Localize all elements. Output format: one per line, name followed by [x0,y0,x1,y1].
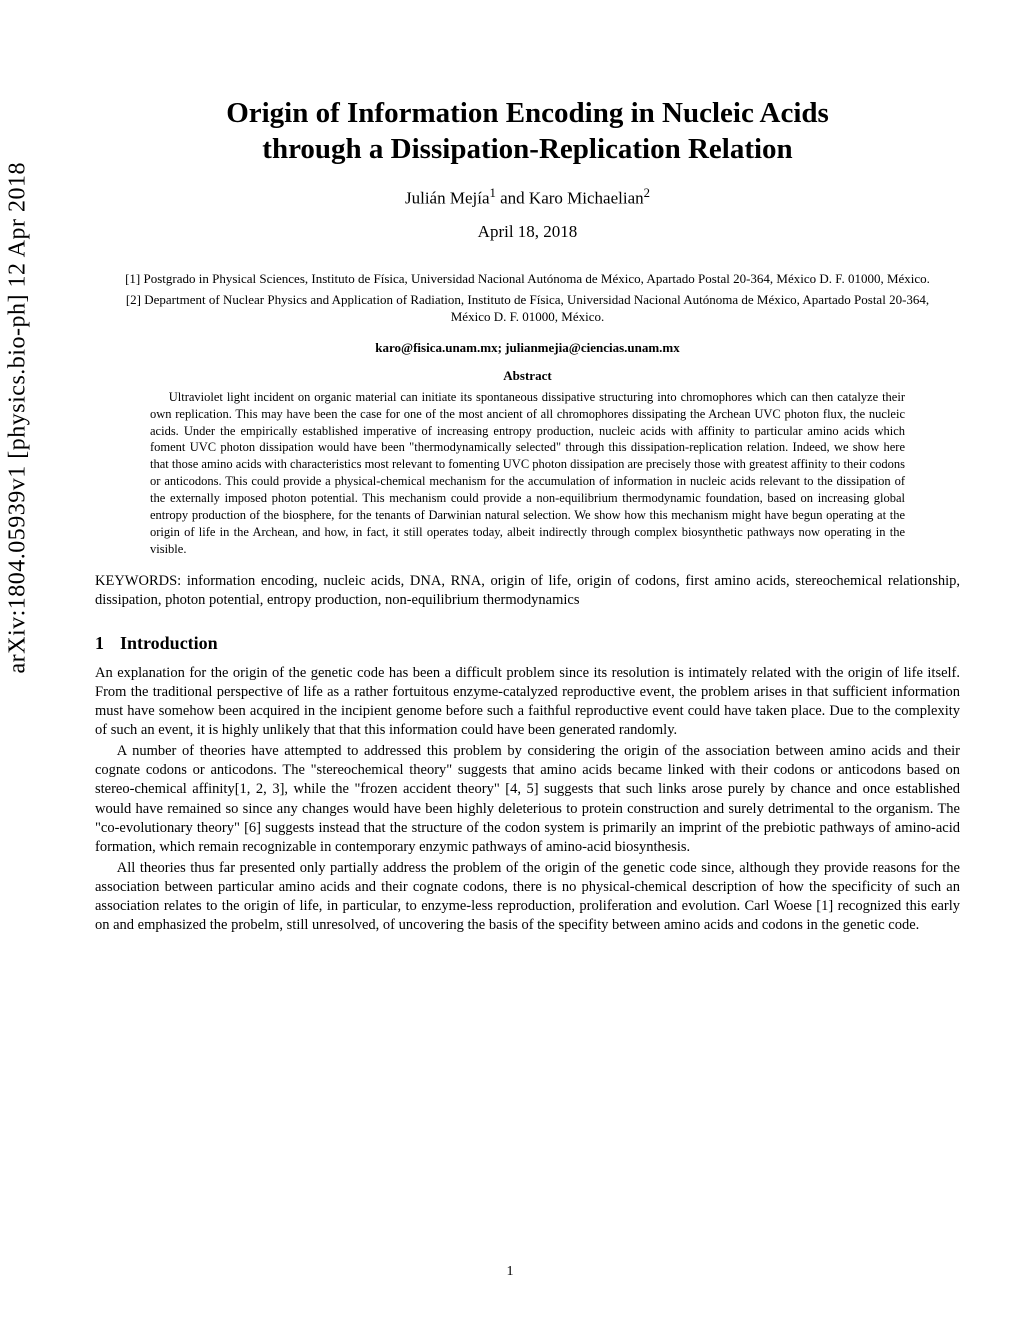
section-1-number: 1 [95,633,104,654]
title-line2: through a Dissipation-Replication Relati… [262,133,792,165]
emails: karo@fisica.unam.mx; julianmejia@ciencia… [95,340,960,356]
author-1: Julián Mejía [405,188,490,207]
paper-title: Origin of Information Encoding in Nuclei… [95,95,960,168]
paragraph-3: All theories thus far presented only par… [95,859,960,936]
page-number: 1 [0,1264,1020,1280]
author-and: and [496,188,529,207]
abstract-text: Ultraviolet light incident on organic ma… [150,389,905,558]
keywords: KEYWORDS: information encoding, nucleic … [95,572,960,611]
paper-date: April 18, 2018 [95,222,960,242]
page-content: Origin of Information Encoding in Nuclei… [95,0,960,935]
authors: Julián Mejía1 and Karo Michaelian2 [95,186,960,209]
affiliation-2: [2] Department of Nuclear Physics and Ap… [115,291,940,326]
arxiv-stamp: arXiv:1804.05939v1 [physics.bio-ph] 12 A… [5,162,32,673]
paragraph-2: A number of theories have attempted to a… [95,742,960,857]
title-line1: Origin of Information Encoding in Nuclei… [226,97,829,129]
author-2: Karo Michaelian [529,188,644,207]
paragraph-1: An explanation for the origin of the gen… [95,664,960,741]
author-2-sup: 2 [644,186,650,200]
affiliation-1: [1] Postgrado in Physical Sciences, Inst… [115,270,940,288]
abstract-header: Abstract [95,368,960,384]
section-1-header: 1 Introduction [95,633,960,654]
section-1-title: Introduction [120,633,218,653]
